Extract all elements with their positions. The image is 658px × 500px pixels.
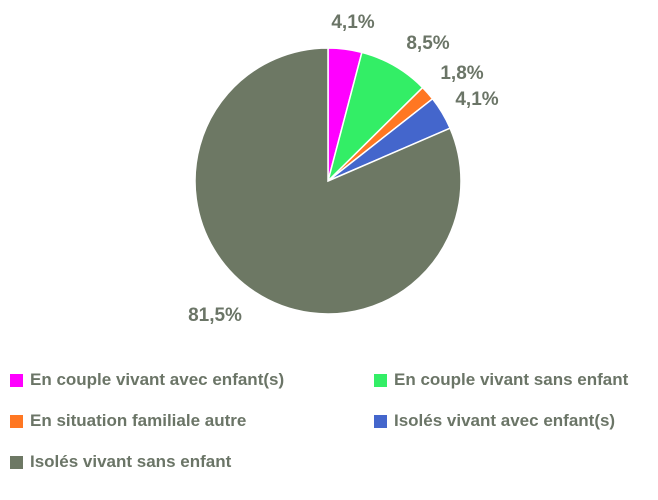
legend-swatch xyxy=(374,373,387,387)
legend-item-isoles-sans-enfant: Isolés vivant sans enfant xyxy=(10,450,374,474)
legend-swatch xyxy=(10,455,23,469)
legend-item-situation-autre: En situation familiale autre xyxy=(10,409,374,433)
legend-swatch xyxy=(374,414,387,428)
chart-legend: En couple vivant avec enfant(s) En coupl… xyxy=(10,368,650,474)
slice-data-label: 1,8% xyxy=(440,63,483,84)
slice-data-label: 81,5% xyxy=(188,305,242,326)
pie-chart-plot: 4,1% 8,5% 1,8% 4,1% 81,5% xyxy=(188,12,499,326)
legend-label: En couple vivant avec enfant(s) xyxy=(30,370,285,389)
legend-swatch xyxy=(10,373,23,387)
legend-label: Isolés vivant sans enfant xyxy=(30,452,232,471)
pie-slice xyxy=(194,47,462,315)
legend-item-isoles-avec-enfants: Isolés vivant avec enfant(s) xyxy=(374,409,650,433)
legend-label: En situation familiale autre xyxy=(30,411,247,430)
legend-label: En couple vivant sans enfant xyxy=(394,370,629,389)
slice-data-label: 8,5% xyxy=(406,33,449,54)
legend-item-couple-avec-enfants: En couple vivant avec enfant(s) xyxy=(10,368,374,392)
slice-data-label: 4,1% xyxy=(455,89,498,110)
legend-label: Isolés vivant avec enfant(s) xyxy=(394,411,616,430)
legend-item-couple-sans-enfant: En couple vivant sans enfant xyxy=(374,368,650,392)
slice-data-label: 4,1% xyxy=(331,12,374,33)
legend-swatch xyxy=(10,414,23,428)
